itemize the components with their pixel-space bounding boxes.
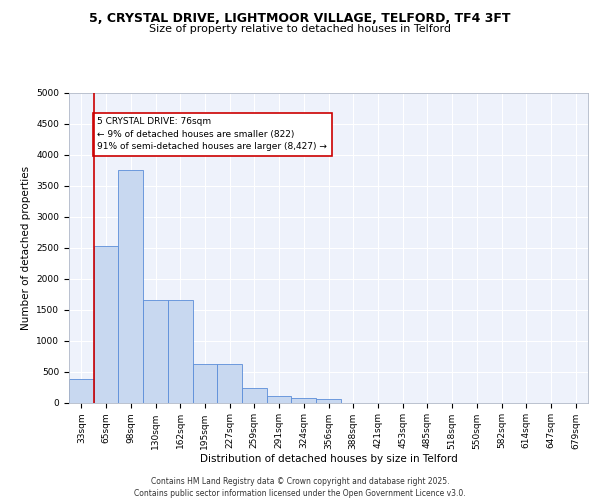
Bar	[168, 300, 193, 402]
Bar	[242, 388, 267, 402]
Text: 5 CRYSTAL DRIVE: 76sqm
← 9% of detached houses are smaller (822)
91% of semi-det: 5 CRYSTAL DRIVE: 76sqm ← 9% of detached …	[97, 118, 327, 152]
Bar	[217, 364, 242, 403]
Text: Contains HM Land Registry data © Crown copyright and database right 2025.
Contai: Contains HM Land Registry data © Crown c…	[134, 476, 466, 498]
Bar	[94, 246, 118, 402]
Bar	[292, 398, 316, 402]
Bar	[267, 396, 292, 402]
Bar	[143, 300, 168, 402]
Bar	[69, 379, 94, 402]
Bar	[118, 170, 143, 402]
Y-axis label: Number of detached properties: Number of detached properties	[21, 166, 31, 330]
Text: Size of property relative to detached houses in Telford: Size of property relative to detached ho…	[149, 24, 451, 34]
Bar	[193, 364, 217, 403]
Text: 5, CRYSTAL DRIVE, LIGHTMOOR VILLAGE, TELFORD, TF4 3FT: 5, CRYSTAL DRIVE, LIGHTMOOR VILLAGE, TEL…	[89, 12, 511, 26]
X-axis label: Distribution of detached houses by size in Telford: Distribution of detached houses by size …	[200, 454, 457, 464]
Bar	[316, 399, 341, 402]
